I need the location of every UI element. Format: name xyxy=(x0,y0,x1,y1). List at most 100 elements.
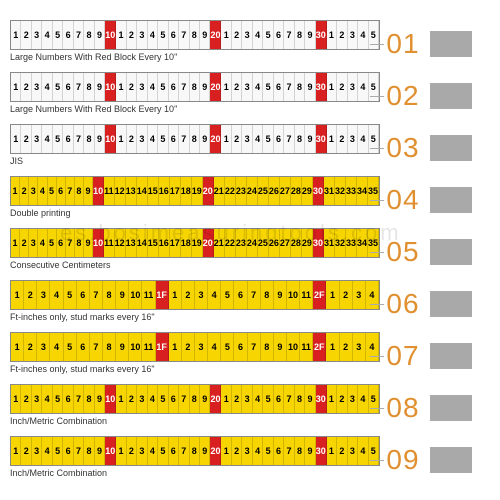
tick-mark: 5 xyxy=(263,385,273,413)
tape-scale: 12345678910123456789201234567893012345 xyxy=(10,384,380,414)
tick-mark: 3 xyxy=(137,125,147,153)
tick-mark: 7 xyxy=(248,281,261,309)
tape-label: Consecutive Centimeters xyxy=(10,260,380,270)
tick-mark: 20 xyxy=(210,73,221,101)
tick-mark: 4 xyxy=(50,281,63,309)
tick-mark: 7 xyxy=(74,125,84,153)
tick-mark: 5 xyxy=(53,125,63,153)
tick-mark: 8 xyxy=(84,73,94,101)
tape-wrap: 12345678910123456789201234567893012345La… xyxy=(10,72,380,120)
tick-mark: 8 xyxy=(84,21,94,49)
tape-row: 12345678910123456789201234567893012345In… xyxy=(10,436,500,484)
tick-mark: 1 xyxy=(327,437,337,465)
tick-mark: 9 xyxy=(305,73,315,101)
tick-mark: 2 xyxy=(21,437,31,465)
tick-mark: 4 xyxy=(148,125,158,153)
tick-mark: 3 xyxy=(137,385,147,413)
tick-mark: 3 xyxy=(137,73,147,101)
tick-mark: 20 xyxy=(210,21,221,49)
tick-mark: 1 xyxy=(11,437,21,465)
tick-mark: 13 xyxy=(126,177,137,205)
tick-mark: 8 xyxy=(190,73,200,101)
tick-mark: 5 xyxy=(64,281,77,309)
tape-row: 12345678910111F12345678910112F1234Ft-inc… xyxy=(10,280,500,328)
tick-mark: 8 xyxy=(295,21,305,49)
tick-mark: 1 xyxy=(116,437,126,465)
tick-mark: 10 xyxy=(105,437,116,465)
tick-mark: 7 xyxy=(179,125,189,153)
tape-row: 12345678910123456789201234567893012345JI… xyxy=(10,124,500,172)
tick-mark: 2 xyxy=(182,281,195,309)
tick-mark: 8 xyxy=(261,281,274,309)
tick-mark: 1 xyxy=(221,385,231,413)
row-number: 01 xyxy=(380,28,426,60)
tick-mark: 8 xyxy=(84,437,94,465)
tick-mark: 2 xyxy=(182,333,195,361)
tick-mark: 2 xyxy=(232,73,242,101)
tick-mark: 1 xyxy=(11,281,24,309)
tick-mark: 1 xyxy=(327,21,337,49)
tick-mark: 5 xyxy=(221,333,234,361)
tick-mark: 3 xyxy=(32,437,42,465)
tick-mark: 4 xyxy=(38,229,47,257)
tick-mark: 2 xyxy=(24,281,37,309)
tick-mark: 6 xyxy=(169,437,179,465)
tick-mark: 10 xyxy=(105,125,116,153)
tick-mark: 1 xyxy=(116,73,126,101)
tick-mark: 5 xyxy=(158,437,168,465)
tick-mark: 3 xyxy=(29,229,38,257)
tick-mark: 6 xyxy=(63,385,73,413)
tick-mark: 20 xyxy=(203,229,214,257)
tick-mark: 2 xyxy=(24,333,37,361)
tick-mark: 5 xyxy=(64,333,77,361)
tick-mark: 4 xyxy=(358,125,368,153)
tick-mark: 4 xyxy=(50,333,63,361)
tick-mark: 3 xyxy=(137,21,147,49)
row-number: 06 xyxy=(380,288,426,320)
tick-mark: 22 xyxy=(225,177,236,205)
tick-mark: 3 xyxy=(348,385,358,413)
tape-scale: 12345678910111F12345678910112F1234 xyxy=(10,332,380,362)
tick-mark: 2 xyxy=(20,177,29,205)
tick-mark: 4 xyxy=(208,281,221,309)
tick-mark: 1 xyxy=(221,125,231,153)
tick-mark: 4 xyxy=(38,177,47,205)
tape-row: 12345678910111F12345678910112F1234Ft-inc… xyxy=(10,332,500,380)
tape-scale: 1234567891011121314151617181920212223242… xyxy=(10,228,380,258)
tick-mark: 31 xyxy=(324,177,335,205)
tick-mark: 10 xyxy=(105,73,116,101)
tick-mark: 33 xyxy=(346,229,357,257)
tick-mark: 22 xyxy=(225,229,236,257)
tape-label: Ft-inches only, stud marks every 16" xyxy=(10,312,380,322)
tick-mark: 12 xyxy=(115,177,126,205)
tick-mark: 3 xyxy=(37,281,50,309)
tick-mark: 9 xyxy=(95,437,105,465)
tick-mark: 1 xyxy=(221,73,231,101)
tick-mark: 5 xyxy=(158,21,168,49)
tick-mark: 29 xyxy=(302,229,313,257)
tick-mark: 9 xyxy=(84,177,93,205)
tick-mark: 4 xyxy=(208,333,221,361)
tape-wrap: 12345678910123456789201234567893012345La… xyxy=(10,20,380,68)
tick-mark: 28 xyxy=(291,177,302,205)
tick-mark: 8 xyxy=(295,125,305,153)
tick-mark: 12 xyxy=(115,229,126,257)
tick-mark: 4 xyxy=(42,437,52,465)
tick-mark: 33 xyxy=(346,177,357,205)
tick-mark: 9 xyxy=(95,21,105,49)
tape-row: 12345678910123456789201234567893012345In… xyxy=(10,384,500,432)
tick-mark: 2 xyxy=(337,385,347,413)
tick-mark: 27 xyxy=(280,177,291,205)
tick-mark: 4 xyxy=(42,73,52,101)
tick-mark: 24 xyxy=(247,177,258,205)
row-number: 07 xyxy=(380,340,426,372)
tick-mark: 9 xyxy=(200,437,210,465)
tick-mark: 24 xyxy=(247,229,258,257)
tick-mark: 6 xyxy=(169,73,179,101)
tick-mark: 13 xyxy=(126,229,137,257)
tick-mark: 11 xyxy=(104,177,115,205)
tick-mark: 5 xyxy=(53,21,63,49)
tick-mark: 6 xyxy=(63,125,73,153)
tape-row: 1234567891011121314151617181920212223242… xyxy=(10,176,500,224)
tick-mark: 4 xyxy=(253,21,263,49)
